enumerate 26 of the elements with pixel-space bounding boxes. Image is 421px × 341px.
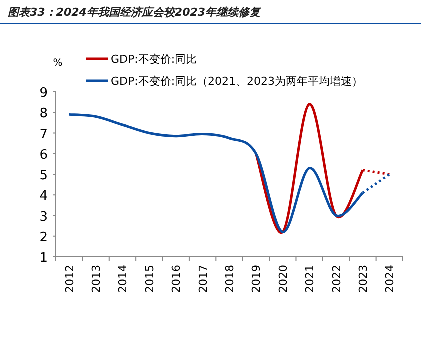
x-tick-label: 2017 [196,265,210,293]
x-tick-label: 2012 [63,265,76,293]
x-tick-label: 2013 [90,265,104,293]
x-tick-label: 2014 [116,265,130,293]
y-tick-label: 3 [40,210,48,225]
y-tick-label: 2 [40,230,48,246]
chart-title: 图表33：2024年我国经济应会较2023年继续修复 [8,6,262,19]
x-tick-label: 2019 [250,265,264,293]
x-tick-label: 2018 [224,265,236,293]
y-tick-label: 1 [40,251,48,266]
y-tick-label: 5 [40,168,48,184]
x-tick-label: 2015 [143,265,156,293]
y-tick-label: 8 [40,106,48,122]
y-axis-title: % [53,58,63,69]
x-tick-label: 2022 [330,265,344,293]
x-tick-label: 2020 [276,265,290,293]
x-tick-label: 2021 [304,265,317,293]
x-tick-label: 2016 [170,265,184,293]
x-tick-label: 2023 [356,265,370,293]
x-tick-label: 2024 [384,265,397,293]
y-tick-label: 6 [40,148,48,163]
y-tick-label: 4 [40,189,48,204]
legend-label: GDP:不变价:同比（2021、2023为两年平均增速） [111,75,364,88]
legend-label: GDP:不变价:同比 [111,53,198,66]
y-tick-label: 7 [40,127,48,142]
y-tick-label: 9 [40,86,48,101]
